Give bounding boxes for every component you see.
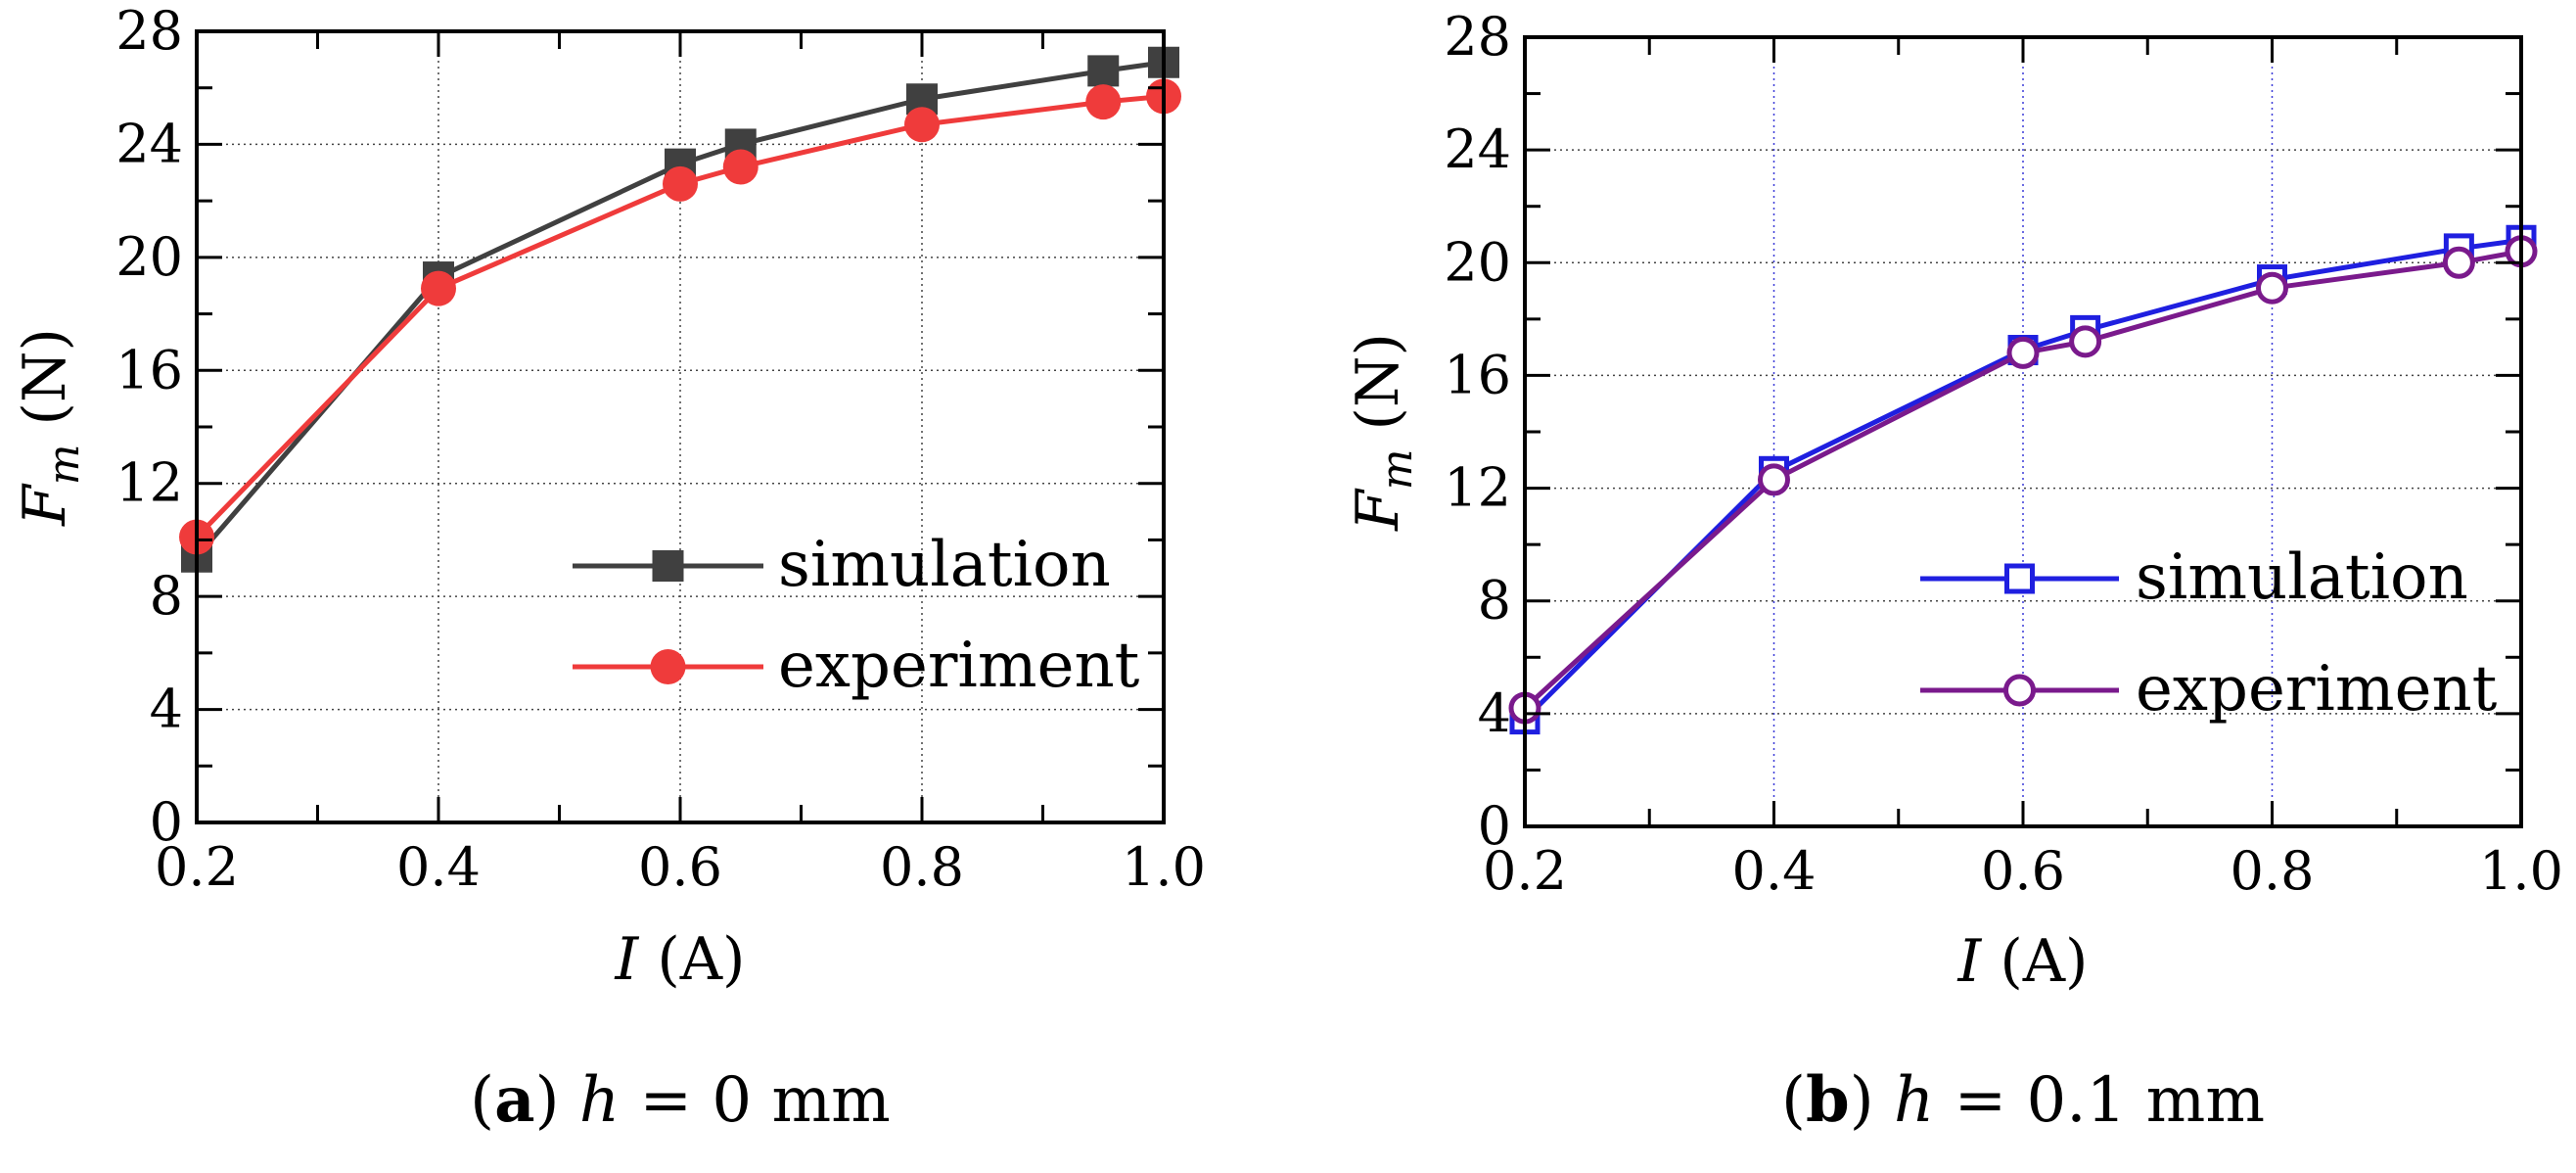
y-tick-label-b-2: 8 (1478, 570, 1511, 632)
legend-marker-a-simulation (652, 550, 684, 582)
y-tick-label-a-6: 24 (115, 113, 183, 174)
y-tick-label-b-6: 24 (1444, 118, 1511, 180)
data-point-a-experiment (722, 149, 759, 185)
x-tick-label-a-2: 0.6 (638, 836, 722, 898)
x-tick-label-b-1: 0.4 (1732, 840, 1817, 902)
x-tick-label-b-0: 0.2 (1483, 840, 1567, 902)
grid-b (1525, 37, 2521, 826)
grid-a (197, 31, 1164, 822)
series-a (179, 46, 1181, 573)
legend-label-b-experiment: experiment (2136, 653, 2498, 726)
y-tick-label-a-5: 20 (115, 226, 183, 288)
x-tick-label-b-2: 0.6 (1981, 840, 2065, 902)
chart-panel-a: 0.2 0.4 0.6 0.8 1.0 0 4 8 12 16 20 24 28 I (A) Fm (N… (11, 0, 1206, 1137)
data-point-b-experiment (2256, 271, 2288, 305)
data-point-b-experiment (1758, 463, 1790, 496)
legend-marker-b-simulation (2004, 563, 2035, 594)
y-tick-label-a-4: 16 (115, 339, 183, 400)
tick-labels-b: 0.2 0.4 0.6 0.8 1.0 0 4 8 12 16 20 24 28 (1444, 6, 2563, 902)
x-tick-label-b-4: 1.0 (2479, 840, 2563, 902)
y-tick-label-a-1: 4 (150, 679, 183, 740)
y-tick-label-b-1: 4 (1478, 682, 1511, 744)
legend-a: simulation experiment (573, 529, 1140, 702)
caption-b: (b) h = 0.1 mm (1781, 1063, 2265, 1137)
legend-b: simulation experiment (1920, 541, 2498, 726)
y-tick-label-b-3: 12 (1444, 457, 1511, 519)
legend-marker-a-experiment (650, 649, 686, 684)
series-b (1508, 224, 2538, 735)
data-point-a-experiment (663, 165, 698, 202)
data-point-b-experiment (2006, 336, 2040, 369)
data-point-a-experiment (904, 107, 940, 143)
y-tick-label-a-2: 8 (150, 565, 183, 627)
y-tick-label-a-0: 0 (150, 791, 183, 853)
x-axis-label-a: I (A) (615, 925, 746, 994)
y-tick-label-a-7: 28 (115, 0, 183, 62)
y-axis-label-b: Fm (N) (1344, 333, 1422, 532)
x-tick-label-a-1: 0.4 (396, 836, 481, 898)
data-point-b-experiment (2442, 246, 2475, 279)
x-axis-label-b: I (A) (1957, 927, 2089, 996)
legend-marker-b-experiment (2003, 674, 2036, 707)
legend-label-a-simulation: simulation (778, 529, 1111, 601)
legend-label-b-simulation: simulation (2136, 541, 2468, 614)
caption-a: (a) h = 0 mm (470, 1063, 891, 1137)
y-tick-label-b-5: 20 (1444, 231, 1511, 293)
legend-label-a-experiment: experiment (778, 630, 1140, 702)
tick-labels-a: 0.2 0.4 0.6 0.8 1.0 0 4 8 12 16 20 24 28 (115, 0, 1206, 898)
data-point-b-experiment (2069, 325, 2102, 358)
y-tick-label-a-3: 12 (115, 452, 183, 514)
data-point-a-simulation (1087, 55, 1120, 87)
x-tick-label-a-4: 1.0 (1122, 836, 1206, 898)
data-point-a-experiment (1085, 84, 1122, 120)
x-tick-label-a-0: 0.2 (155, 836, 239, 898)
ticks-b (1523, 35, 2523, 828)
x-tick-label-a-3: 0.8 (880, 836, 964, 898)
ticks-a (195, 29, 1166, 824)
y-tick-label-b-7: 28 (1444, 6, 1511, 68)
y-tick-label-b-4: 16 (1444, 344, 1511, 405)
x-tick-label-b-3: 0.8 (2231, 840, 2315, 902)
chart-panel-b: 0.2 0.4 0.6 0.8 1.0 0 4 8 12 16 20 24 28 I (A) Fm (N… (1344, 6, 2563, 1137)
data-point-a-experiment (421, 270, 456, 306)
y-axis-label-a: Fm (N) (11, 328, 89, 527)
y-tick-label-b-0: 0 (1478, 795, 1511, 857)
